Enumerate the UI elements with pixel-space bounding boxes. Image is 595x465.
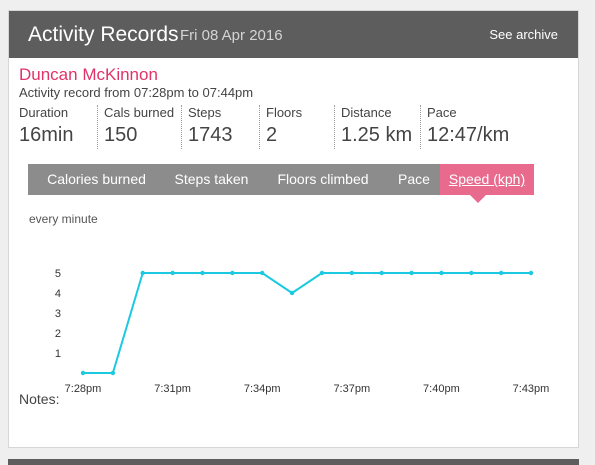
- chart-interval-label: every minute: [29, 212, 98, 226]
- stat-duration: Duration 16min: [19, 105, 95, 149]
- y-tick-label: 5: [55, 268, 61, 280]
- stat-value: 1.25 km: [341, 124, 413, 146]
- data-point: [260, 270, 265, 276]
- stat-cals-burned: Cals burned 150: [97, 105, 177, 149]
- tab-floors-climbed[interactable]: Floors climbed: [260, 164, 386, 195]
- stat-label: Pace: [427, 105, 457, 120]
- x-tick-label: 7:37pm: [333, 383, 370, 395]
- data-point: [289, 290, 295, 296]
- tab-pace[interactable]: Pace: [380, 164, 448, 195]
- data-point: [110, 370, 116, 376]
- see-archive-link[interactable]: See archive: [489, 27, 558, 42]
- stat-floors: Floors 2: [259, 105, 333, 149]
- data-point: [349, 270, 354, 276]
- x-tick-label: 7:28pm: [65, 383, 102, 395]
- tab-steps-taken[interactable]: Steps taken: [157, 164, 266, 195]
- y-tick-label: 4: [55, 288, 61, 300]
- active-tab-pointer: [470, 195, 486, 203]
- data-point: [528, 270, 534, 276]
- stat-value: 12:47/km: [427, 124, 510, 146]
- stat-steps: Steps 1743: [181, 105, 259, 149]
- next-card-header: [8, 459, 579, 465]
- stat-value: 150: [104, 124, 138, 146]
- x-tick-label: 7:34pm: [244, 383, 281, 395]
- data-point: [379, 270, 384, 276]
- user-name: Duncan McKinnon: [19, 65, 158, 84]
- x-tick-label: 7:43pm: [513, 383, 550, 395]
- data-point: [319, 270, 325, 276]
- tab-speed-kph[interactable]: Speed (kph): [440, 164, 534, 195]
- x-tick-label: 7:31pm: [154, 383, 191, 395]
- stat-label: Steps: [188, 105, 222, 120]
- stat-pace: Pace 12:47/km: [420, 105, 520, 149]
- card-header: Activity Records Fri 08 Apr 2016 See arc…: [9, 11, 578, 58]
- data-point: [170, 270, 175, 276]
- data-point: [230, 270, 235, 276]
- stat-distance: Distance 1.25 km: [334, 105, 420, 149]
- record-date: Fri 08 Apr 2016: [180, 27, 283, 44]
- y-tick-label: 1: [55, 348, 61, 360]
- stat-label: Floors: [266, 105, 303, 120]
- stat-value: 1743: [188, 124, 233, 146]
- stat-label: Duration: [19, 105, 69, 120]
- x-tick-label: 7:40pm: [423, 383, 460, 395]
- series-line: [83, 272, 531, 374]
- tab-calories-burned[interactable]: Calories burned: [28, 164, 165, 195]
- data-point: [140, 270, 145, 276]
- data-point: [439, 270, 444, 276]
- data-point: [469, 270, 474, 276]
- page-title: Activity Records: [28, 23, 179, 46]
- record-time-range: Activity record from 07:28pm to 07:44pm: [19, 85, 254, 100]
- stat-label: Cals burned: [104, 105, 175, 120]
- stat-value: 2: [266, 124, 278, 146]
- stat-value: 16min: [19, 124, 74, 146]
- data-point: [498, 270, 504, 276]
- data-point: [80, 370, 86, 376]
- notes-label: Notes:: [19, 391, 60, 407]
- data-point: [409, 270, 414, 276]
- stat-label: Distance: [341, 105, 392, 120]
- activity-records-card: Activity Records Fri 08 Apr 2016 See arc…: [8, 10, 579, 448]
- y-tick-label: 3: [55, 308, 61, 320]
- data-point: [200, 270, 205, 276]
- speed-line-chart: 1 2 3 4 5 7:28pm 7:31pm 7:34pm 7:37pm 7:40pm 7:43p…: [55, 268, 550, 395]
- y-tick-label: 2: [55, 328, 61, 340]
